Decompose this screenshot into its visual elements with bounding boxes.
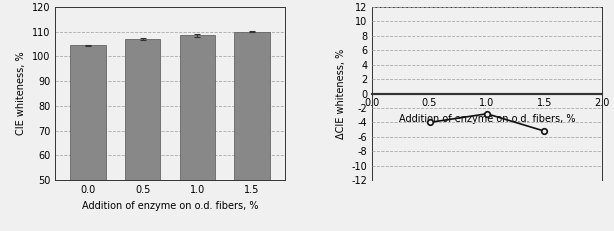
X-axis label: Addition of enzyme on o.d. fibers, %: Addition of enzyme on o.d. fibers, % [82, 201, 258, 211]
Bar [125, 39, 160, 231]
X-axis label: Addition of enzyme on o.d. fibers, %: Addition of enzyme on o.d. fibers, % [398, 114, 575, 124]
Y-axis label: CIE whiteness, %: CIE whiteness, % [17, 52, 26, 135]
Bar [180, 35, 215, 231]
Bar [70, 45, 106, 231]
Y-axis label: ΔCIE whiteness, %: ΔCIE whiteness, % [336, 49, 346, 139]
Bar [235, 32, 270, 231]
